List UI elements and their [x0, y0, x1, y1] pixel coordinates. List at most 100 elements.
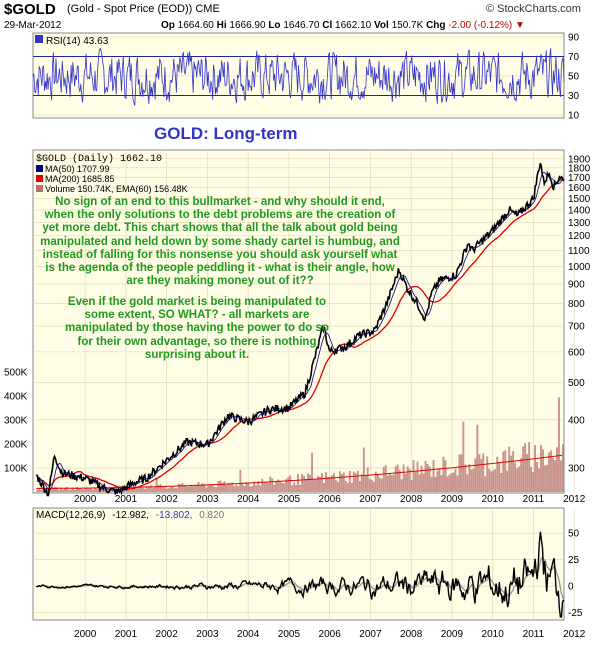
volume-bar — [498, 462, 501, 492]
volume-bar — [145, 486, 148, 492]
volume-bar — [518, 466, 521, 492]
volume-bar — [193, 486, 196, 492]
volume-bar — [470, 469, 473, 492]
symbol-title: $GOLD — [4, 1, 56, 18]
volume-bar — [199, 485, 202, 492]
volume-bar — [104, 488, 106, 492]
volume-bar — [56, 487, 59, 492]
volume-bar — [376, 473, 379, 492]
volume-bar — [60, 487, 63, 492]
volume-bar — [384, 465, 387, 492]
volume-bar — [64, 487, 66, 492]
volume-bar — [301, 474, 303, 492]
ma50-legend: MA(50) 1707.99 — [45, 164, 110, 174]
volume-tick-label: 300K — [4, 416, 28, 427]
volume-bar — [163, 487, 166, 492]
price-tick-label: 1900 — [568, 154, 591, 165]
volume-bar — [560, 460, 562, 492]
low-value: 1646.70 — [283, 20, 320, 31]
volume-bar — [442, 456, 445, 492]
volume-bar — [175, 488, 178, 492]
ma50-line — [36, 172, 564, 492]
close-value: 1662.10 — [335, 20, 372, 31]
volume-bar — [215, 487, 218, 492]
macd-signal-value: -13.802, — [156, 510, 193, 521]
volume-bar — [277, 479, 280, 492]
volume-bar — [554, 460, 556, 492]
volume-bar — [251, 486, 254, 492]
volume-bar — [141, 487, 144, 492]
volume-bar — [283, 483, 286, 492]
volume-swatch — [36, 185, 43, 192]
volume-bar — [486, 456, 489, 492]
volume-tick-label: 400K — [4, 392, 28, 403]
ma200-swatch — [36, 175, 43, 182]
volume-bar — [516, 468, 519, 492]
volume-bar — [179, 484, 182, 492]
volume-bar — [295, 484, 298, 492]
volume-bar — [201, 483, 204, 492]
volume-bar — [70, 489, 72, 492]
annotation-note-1: No sign of an end to this bullmarket - a… — [40, 196, 400, 288]
volume-bar — [233, 486, 236, 492]
volume-bar — [62, 489, 64, 492]
volume-bar — [496, 456, 499, 492]
volume-bar — [390, 475, 393, 492]
year-tick-label: 2012 — [563, 494, 586, 505]
open-value: 1664.60 — [177, 20, 214, 31]
rsi-tick-label: 30 — [568, 91, 580, 102]
volume-bar — [339, 471, 341, 492]
volume-bar — [558, 397, 560, 492]
volume-bar — [468, 464, 471, 492]
ohlc-readout: Op 1664.60 Hi 1666.90 Lo 1646.70 Cl 1662… — [161, 20, 525, 31]
volume-bar — [420, 465, 423, 492]
volume-bar — [155, 477, 158, 492]
price-tick-label: 1800 — [568, 163, 591, 174]
volume-bar — [394, 466, 397, 492]
chart-date: 29-Mar-2012 — [4, 20, 62, 31]
volume-bar — [348, 470, 351, 492]
volume-bar — [165, 488, 168, 492]
volume-bar — [243, 486, 246, 492]
year-tick-label: 2005 — [278, 494, 301, 505]
volume-bar — [58, 490, 61, 492]
volume-bar — [78, 488, 80, 492]
volume-bar — [494, 469, 497, 492]
year-tick-label: 2003 — [196, 494, 219, 505]
volume-bar — [72, 487, 74, 492]
price-tick-label: 400 — [568, 415, 585, 426]
price-tick-label: 1000 — [568, 262, 591, 273]
volume-bar — [38, 487, 41, 492]
volume-bar — [137, 487, 140, 492]
volume-bar — [378, 477, 381, 492]
ma200-legend: MA(200) 1685.85 — [45, 174, 115, 184]
volume-bar — [239, 469, 242, 492]
year-tick-label: 2001 — [115, 629, 138, 640]
year-tick-label: 2006 — [319, 629, 342, 640]
volume-bar — [374, 471, 377, 492]
volume-bar — [331, 475, 333, 492]
volume-bar — [96, 489, 98, 492]
volume-bar — [458, 454, 461, 492]
volume-tick-label: 500K — [4, 368, 28, 379]
volume-bar — [432, 460, 435, 492]
volume-bar — [221, 482, 224, 492]
volume-bar — [311, 452, 313, 492]
year-tick-label: 2003 — [196, 629, 219, 640]
volume-bar — [530, 467, 532, 492]
year-tick-label: 2011 — [523, 494, 545, 505]
volume-bar — [161, 486, 164, 492]
volume-bar — [462, 421, 465, 492]
volume-bar — [223, 481, 226, 492]
volume-bar — [548, 452, 550, 492]
volume-bar — [229, 483, 232, 492]
volume-bar — [404, 473, 407, 492]
volume-bar — [410, 480, 413, 492]
volume-bar — [354, 473, 357, 492]
volume-bar — [287, 477, 290, 492]
volume-bar — [460, 454, 463, 492]
volume-bar — [92, 489, 94, 492]
volume-bar — [133, 488, 136, 492]
volume-bar — [259, 485, 262, 492]
volume-tick-label: 200K — [4, 440, 28, 451]
